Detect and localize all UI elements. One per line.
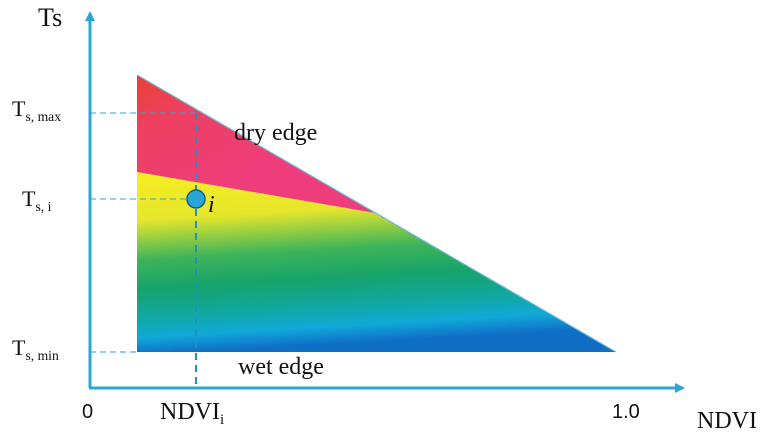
- point-i-marker: [186, 189, 206, 209]
- x-axis-title: NDVI: [697, 408, 757, 434]
- ts-i-main: T: [22, 186, 36, 211]
- ts-min-sub: s, min: [25, 347, 59, 363]
- ndvi-i-main: NDVI: [160, 399, 220, 425]
- dry-edge-line: [136, 74, 617, 353]
- wet-region: [137, 172, 616, 352]
- y-axis-title: Ts: [38, 3, 63, 32]
- ts-min-label: Ts, min: [12, 335, 59, 363]
- ts-max-label: Ts, max: [12, 96, 62, 124]
- x-axis-min-label: 0: [82, 401, 94, 423]
- ts-max-sub: s, max: [25, 108, 62, 124]
- ts-min-main: T: [12, 335, 26, 360]
- wet-edge-label: wet edge: [238, 354, 324, 380]
- ts-i-sub: s, i: [35, 198, 52, 214]
- ts-max-main: T: [12, 96, 26, 121]
- ndvi-i-sub: i: [220, 412, 225, 429]
- ndvi-i-label: NDVIi: [160, 400, 224, 428]
- dry-edge-label: dry edge: [234, 120, 318, 146]
- ts-i-label: Ts, i: [22, 186, 52, 214]
- x-axis-max-label: 1.0: [612, 401, 640, 423]
- point-i-label: i: [208, 192, 215, 218]
